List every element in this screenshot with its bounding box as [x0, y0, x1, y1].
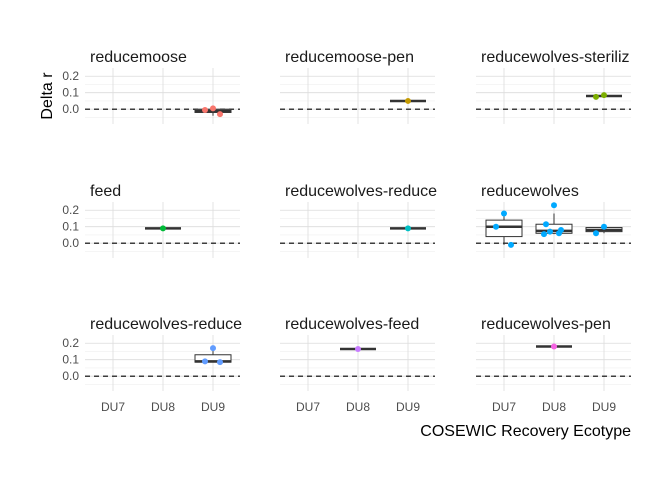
facet-title: reducemoose [90, 49, 187, 66]
facet-title: reducewolves-pen [481, 316, 611, 333]
y-axis-title: Delta r [39, 72, 56, 120]
data-point [217, 111, 223, 118]
data-point [355, 346, 361, 352]
data-point [556, 230, 562, 237]
data-point [405, 225, 411, 232]
facet-panels: reducemoose 0.0 0.1 0.2 reducemoose-pen reduc… [62, 49, 631, 414]
y-tick-label: 0.2 [62, 69, 79, 83]
data-point [508, 241, 514, 248]
facet-title: feed [90, 183, 121, 200]
data-point [551, 202, 557, 209]
x-axis-title: COSEWIC Recovery Ecotype [420, 423, 631, 440]
x-tick-label: DU8 [151, 400, 175, 414]
y-tick-label: 0.0 [62, 369, 79, 383]
x-tick-label: DU8 [346, 400, 370, 414]
data-point [541, 231, 547, 238]
data-point [551, 343, 557, 350]
facet-panel: feed 0.0 0.1 0.2 [62, 183, 240, 258]
y-tick-label: 0.2 [62, 203, 79, 217]
facet-panel: reducewolves-reduce [280, 183, 437, 258]
facet-title: reducewolves [481, 183, 579, 200]
x-tick-label: DU7 [492, 400, 516, 414]
x-tick-label: DU8 [542, 400, 566, 414]
facet-panel: reducewolves [476, 183, 631, 258]
facet-title: reducewolves-feed [285, 316, 419, 333]
facet-title: reducewolves-reduce [90, 316, 242, 333]
facet-panel: reducemoose 0.0 0.1 0.2 [62, 49, 240, 124]
x-tick-label: DU9 [396, 400, 420, 414]
data-point [493, 223, 499, 230]
facet-title: reducewolves-steriliz [481, 49, 630, 66]
y-tick-label: 0.1 [62, 86, 79, 100]
data-point [405, 97, 411, 104]
data-point [547, 228, 553, 235]
facet-title: reducewolves-reduce [285, 183, 437, 200]
data-point [593, 93, 599, 100]
facet-panel: reducewolves-pen DU7 DU8 DU9 [476, 316, 631, 414]
x-tick-label: DU9 [592, 400, 616, 414]
facet-panel: reducewolves-feed DU7 DU8 DU9 [280, 316, 435, 414]
facet-panel: reducewolves-reduce 0.0 0.1 0.2 DU7 DU8 DU9 [62, 316, 242, 414]
facet-panel: reducemoose-pen [280, 49, 435, 124]
facet-panel: reducewolves-steriliz [476, 49, 631, 124]
data-point [210, 345, 216, 352]
y-tick-label: 0.0 [62, 236, 79, 250]
data-point [593, 230, 599, 237]
x-tick-label: DU7 [101, 400, 125, 414]
y-tick-label: 0.1 [62, 220, 79, 234]
y-tick-label: 0.1 [62, 353, 79, 367]
x-tick-label: DU9 [201, 400, 225, 414]
data-point [501, 210, 507, 217]
data-point [202, 107, 208, 113]
data-point [202, 358, 208, 365]
data-point [543, 221, 549, 228]
box [485, 219, 523, 238]
data-point [160, 225, 166, 232]
box [535, 223, 573, 234]
y-tick-label: 0.0 [62, 102, 79, 116]
x-tick-label: DU7 [296, 400, 320, 414]
y-tick-label: 0.2 [62, 336, 79, 350]
data-point [217, 359, 223, 366]
data-point [601, 223, 607, 230]
data-point [601, 92, 607, 99]
facet-title: reducemoose-pen [285, 49, 414, 66]
data-point [210, 105, 216, 112]
